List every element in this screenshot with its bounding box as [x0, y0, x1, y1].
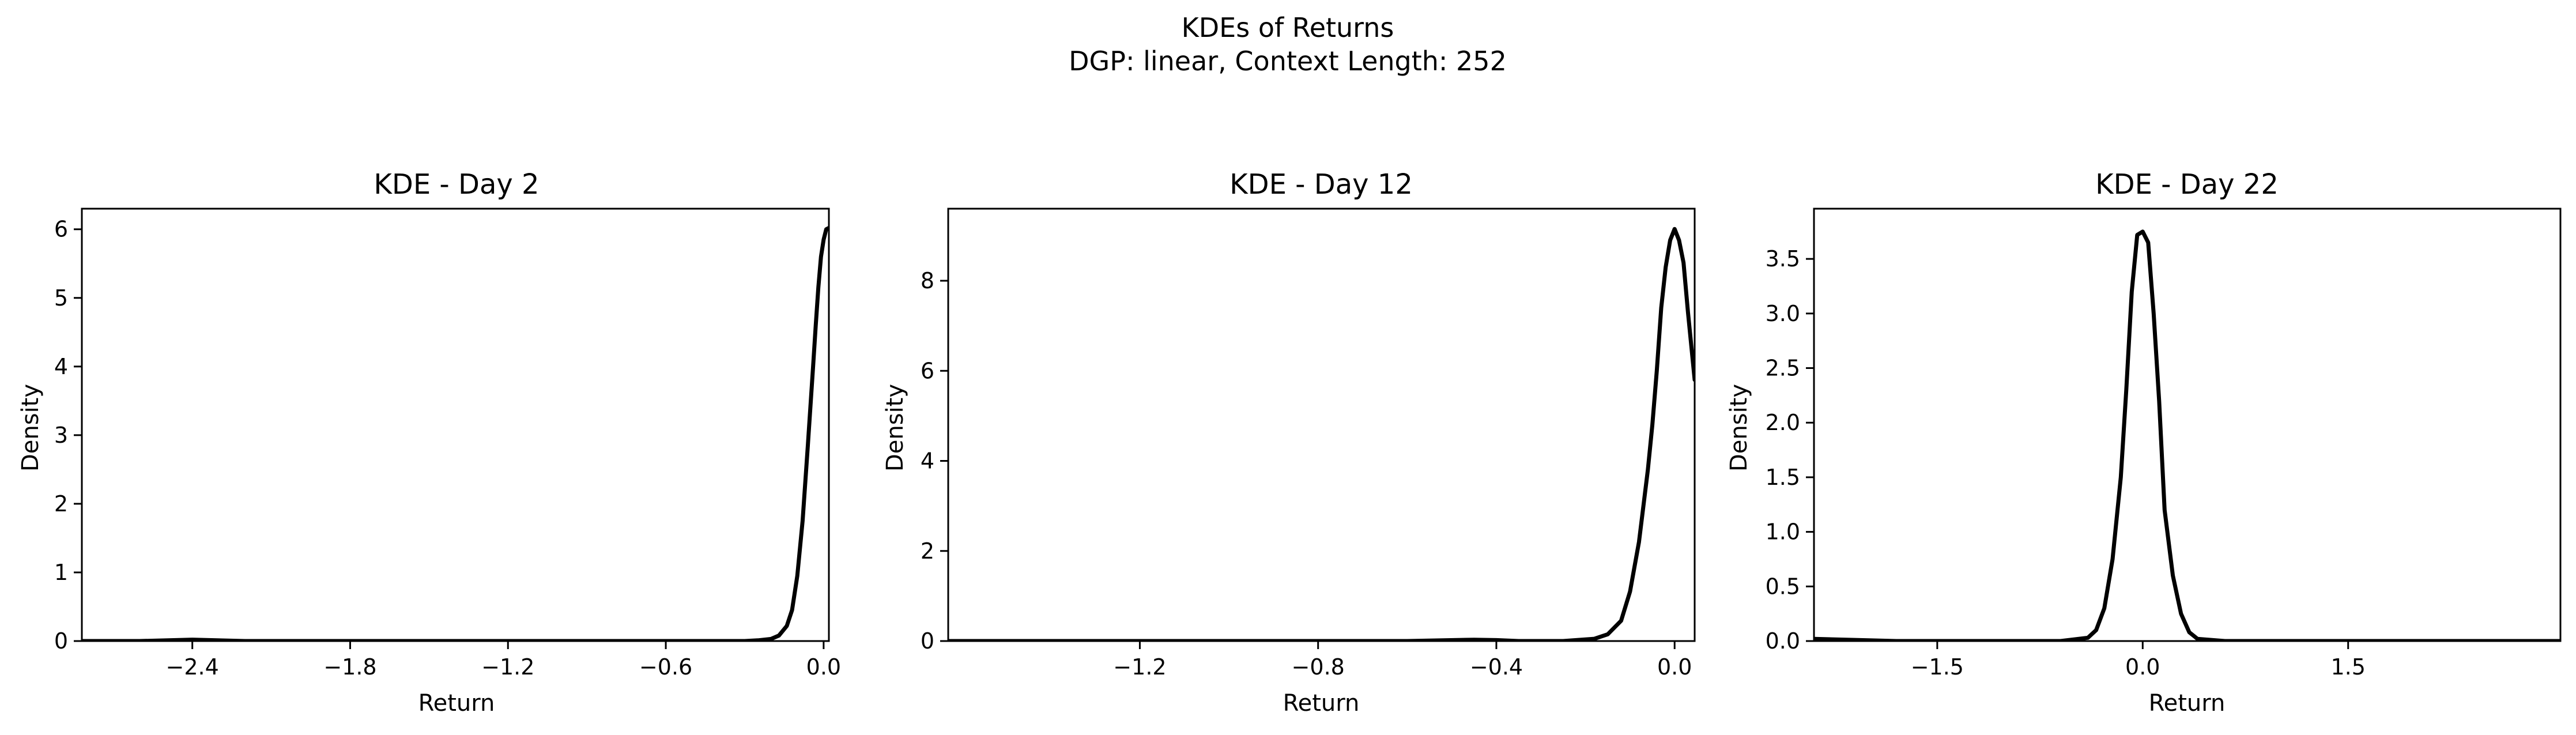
x-tick-label: 0.0: [2125, 654, 2160, 680]
y-tick-label: 4: [54, 354, 68, 379]
x-tick-label: −2.4: [166, 654, 219, 680]
y-tick-label: 0: [921, 628, 934, 654]
y-tick-label: 1.0: [1766, 519, 1800, 545]
x-axis-label: Return: [1283, 690, 1360, 717]
y-tick-label: 1.5: [1766, 465, 1800, 490]
kde-curve-line: [1814, 229, 2560, 641]
panel-title: KDE - Day 12: [1229, 168, 1413, 201]
y-tick-label: 2: [921, 538, 934, 564]
figure-subtitle: DGP: linear, Context Length: 252: [1069, 46, 1507, 77]
x-tick-label: 0.0: [806, 654, 841, 680]
y-tick-label: 2.5: [1766, 356, 1800, 381]
kde-panel-day-22: KDE - Day 22 Return Density −1.5 0.0 1.5 0.…: [1726, 168, 2562, 717]
x-axis-label: Return: [418, 690, 495, 717]
x-axis-label: Return: [2149, 690, 2226, 717]
x-tick-label: 0.0: [1657, 654, 1692, 680]
x-tick-label: −1.8: [323, 654, 376, 680]
kde-panel-day-2: KDE - Day 2 Return Density −2.4 −1.8 −1.2 −…: [17, 168, 841, 717]
x-tick-label: −0.4: [1470, 654, 1523, 680]
y-tick-label: 3.5: [1766, 246, 1800, 272]
y-tick-label: 3.0: [1766, 301, 1800, 326]
y-tick-label: 5: [54, 285, 68, 311]
y-axis-label: Density: [1726, 384, 1752, 472]
plot-frame: [1813, 208, 2562, 642]
y-tick-label: 2.0: [1766, 410, 1800, 435]
y-tick-label: 3: [54, 423, 68, 448]
y-axis-label: Density: [17, 384, 44, 472]
panel-title: KDE - Day 22: [2095, 168, 2279, 201]
kde-curve-line: [948, 227, 1695, 641]
x-tick-label: −1.2: [481, 654, 534, 680]
y-tick-label: 0.0: [1766, 628, 1800, 654]
y-tick-label: 6: [921, 358, 934, 383]
kde-curve-line: [82, 225, 829, 641]
y-tick-label: 2: [54, 491, 68, 517]
plot-frame: [947, 208, 1696, 642]
y-tick-label: 8: [921, 268, 934, 293]
y-axis-label: Density: [882, 384, 908, 472]
x-tick-label: −0.8: [1292, 654, 1345, 680]
y-tick-label: 1: [54, 560, 68, 585]
plot-frame: [81, 208, 830, 642]
x-tick-label: 1.5: [2330, 654, 2365, 680]
panel-title: KDE - Day 2: [374, 168, 539, 201]
y-tick-label: 0.5: [1766, 574, 1800, 599]
y-tick-label: 4: [921, 448, 934, 474]
y-tick-label: 0: [54, 628, 68, 654]
y-tick-label: 6: [54, 217, 68, 242]
figure-title: KDEs of Returns: [1182, 12, 1394, 43]
x-tick-label: −1.2: [1113, 654, 1166, 680]
x-tick-label: −0.6: [639, 654, 692, 680]
kde-panel-day-12: KDE - Day 12 Return Density −1.2 −0.8 −0.4…: [882, 168, 1696, 717]
x-tick-label: −1.5: [1911, 654, 1964, 680]
